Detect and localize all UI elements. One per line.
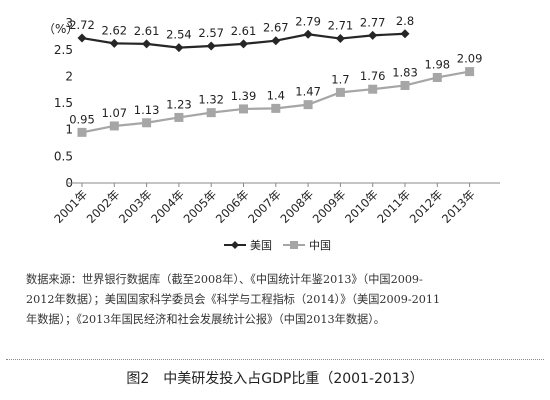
legend-label: 美国 — [250, 239, 272, 252]
y-axis-unit-label: （%） — [43, 22, 78, 36]
data-point-square — [465, 67, 475, 77]
data-label: 2.09 — [457, 52, 483, 66]
data-point-square — [77, 127, 87, 137]
y-tick-label: 3 — [65, 16, 73, 30]
data-label: 2.77 — [360, 15, 386, 29]
data-label: 2.57 — [198, 26, 224, 40]
data-point-square — [400, 80, 410, 90]
x-tick-label: 2009年 — [310, 187, 349, 226]
data-point-square — [271, 103, 281, 113]
data-point-diamond — [335, 34, 345, 44]
y-tick-label: 2 — [65, 69, 73, 83]
data-point-diamond — [109, 38, 119, 48]
chart-legend: 美国 中国 — [224, 239, 331, 252]
chart-axes: （%）00.511.522.532001年2002年2003年2004年2005… — [43, 16, 500, 226]
data-label: 0.95 — [69, 112, 95, 126]
data-point-diamond — [239, 39, 248, 49]
data-label: 1.4 — [267, 88, 285, 102]
legend-label: 中国 — [309, 239, 331, 252]
x-tick-label: 2008年 — [277, 187, 316, 226]
figure-caption: 图2 中美研发投入占GDP比重（2001-2013） — [126, 371, 424, 387]
data-point-diamond — [174, 43, 184, 53]
x-tick-label: 2007年 — [245, 187, 284, 226]
data-point-diamond — [303, 29, 313, 39]
data-point-square — [142, 118, 152, 128]
data-label: 2.61 — [231, 24, 257, 38]
y-tick-label: 0.5 — [54, 149, 73, 163]
x-tick-label: 2003年 — [116, 187, 155, 226]
x-tick-label: 2002年 — [84, 187, 123, 226]
data-point-square — [368, 84, 378, 94]
data-point-square — [174, 112, 184, 122]
data-point-diamond — [77, 33, 87, 43]
data-point-square — [303, 100, 313, 110]
data-label: 1.23 — [166, 97, 192, 111]
data-label: 2.79 — [295, 14, 321, 28]
data-point-diamond — [368, 30, 378, 40]
data-label: 1.47 — [295, 85, 321, 99]
x-tick-label: 2011年 — [374, 187, 413, 226]
y-tick-label: 2.5 — [54, 43, 73, 57]
dotted-divider — [6, 359, 544, 360]
x-tick-label: 2004年 — [148, 187, 187, 226]
legend-marker-diamond — [231, 241, 239, 249]
y-tick-label: 1.5 — [54, 96, 73, 110]
data-point-diamond — [206, 41, 216, 51]
data-label: 1.32 — [198, 93, 224, 107]
x-tick-label: 2005年 — [181, 187, 220, 226]
x-tick-label: 2006年 — [213, 187, 252, 226]
data-label: 1.76 — [360, 69, 386, 83]
y-tick-label: 1 — [65, 123, 73, 137]
data-source-note: 数据来源：世界银行数据库（截至2008年）、《中国统计年鉴2013》（中国200… — [26, 270, 536, 330]
data-point-square — [432, 72, 442, 82]
data-label: 2.62 — [101, 23, 127, 37]
x-tick-label: 2013年 — [439, 187, 478, 226]
data-point-diamond — [400, 29, 410, 39]
data-label: 1.7 — [331, 72, 349, 86]
data-label: 2.71 — [328, 19, 354, 33]
data-label: 2.54 — [166, 28, 192, 42]
source-line: 年数据）；《2013年国民经济和社会发展统计公报》（中国2013年数据）。 — [26, 313, 385, 326]
data-label: 1.39 — [231, 89, 257, 103]
source-line: 2012年数据）；美国国家科学委员会《科学与工程指标（2014）》（美国2009… — [26, 293, 441, 306]
data-point-square — [109, 121, 119, 131]
data-label: 1.13 — [134, 103, 160, 117]
x-tick-label: 2010年 — [342, 187, 381, 226]
data-label: 2.8 — [396, 14, 414, 28]
chart-labels: 2.72 2.62 2.61 2.54 2.57 2.61 2.67 2.79 2.71 2.77… — [69, 14, 482, 127]
data-point-square — [335, 87, 345, 97]
data-point-square — [239, 104, 248, 114]
data-point-square — [206, 108, 216, 118]
data-label: 2.67 — [263, 21, 289, 35]
data-label: 1.83 — [392, 65, 418, 79]
chart-series — [77, 29, 475, 137]
legend-marker-square — [290, 241, 298, 249]
x-tick-label: 2001年 — [51, 187, 90, 226]
data-label: 2.72 — [69, 18, 95, 32]
data-label: 1.07 — [101, 106, 127, 120]
data-point-diamond — [271, 36, 281, 46]
x-tick-label: 2012年 — [407, 187, 446, 226]
data-point-diamond — [142, 39, 152, 49]
data-label: 2.61 — [134, 24, 160, 38]
data-label: 1.98 — [424, 57, 450, 71]
source-line: 数据来源：世界银行数据库（截至2008年）、《中国统计年鉴2013》（中国200… — [26, 273, 423, 286]
